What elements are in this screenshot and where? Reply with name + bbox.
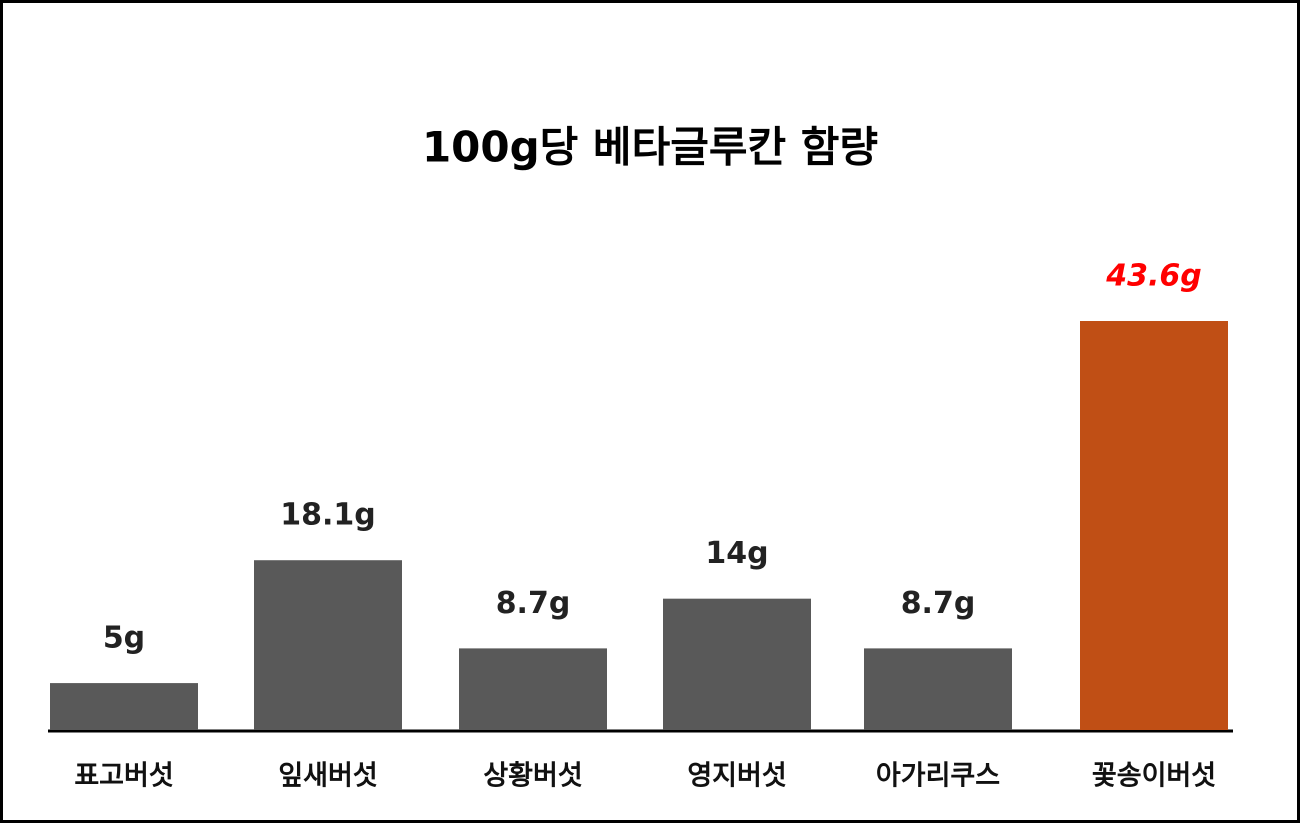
value-label: 18.1g [280,498,376,533]
x-tick-label: 잎새버섯 [278,761,377,792]
bar [1080,321,1228,730]
bar [50,683,198,730]
x-tick-label: 꽃송이버섯 [1092,761,1216,792]
value-label: 14g [705,536,768,571]
x-tick-label: 표고버섯 [74,761,173,792]
value-label: 8.7g [901,586,976,621]
x-tick-label: 상황버섯 [483,761,582,792]
value-label: 43.6g [1105,259,1202,294]
bar [459,648,607,730]
chart-title: 100g당 베타글루칸 함량 [422,123,878,172]
value-label: 8.7g [496,586,571,621]
x-tick-label: 아가리쿠스 [876,761,1000,792]
value-label: 5g [103,621,145,656]
bar [254,560,402,730]
x-tick-label: 영지버섯 [687,761,786,792]
bar [663,598,811,730]
bar [864,648,1012,730]
